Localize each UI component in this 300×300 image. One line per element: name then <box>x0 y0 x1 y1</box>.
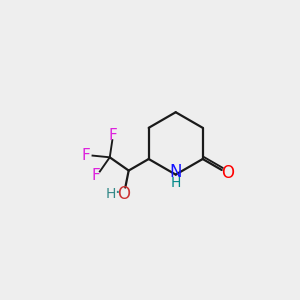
Text: H: H <box>170 176 181 190</box>
Text: O: O <box>221 164 234 182</box>
Text: F: F <box>81 148 90 163</box>
Text: H: H <box>105 187 116 201</box>
Text: F: F <box>109 128 118 143</box>
Text: N: N <box>169 163 182 181</box>
Text: ·: · <box>114 184 120 202</box>
Text: F: F <box>92 168 100 183</box>
Text: O: O <box>117 185 130 203</box>
